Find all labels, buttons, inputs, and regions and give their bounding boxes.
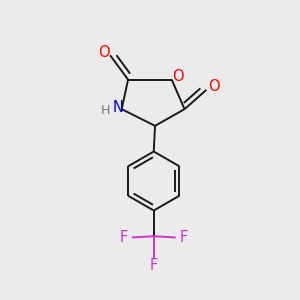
Text: F: F [150,258,158,273]
Text: H: H [100,104,110,117]
Text: O: O [98,45,109,60]
Text: F: F [120,230,128,245]
Text: F: F [179,230,188,245]
Text: O: O [172,69,184,84]
Text: O: O [208,79,220,94]
Text: N: N [112,100,123,116]
